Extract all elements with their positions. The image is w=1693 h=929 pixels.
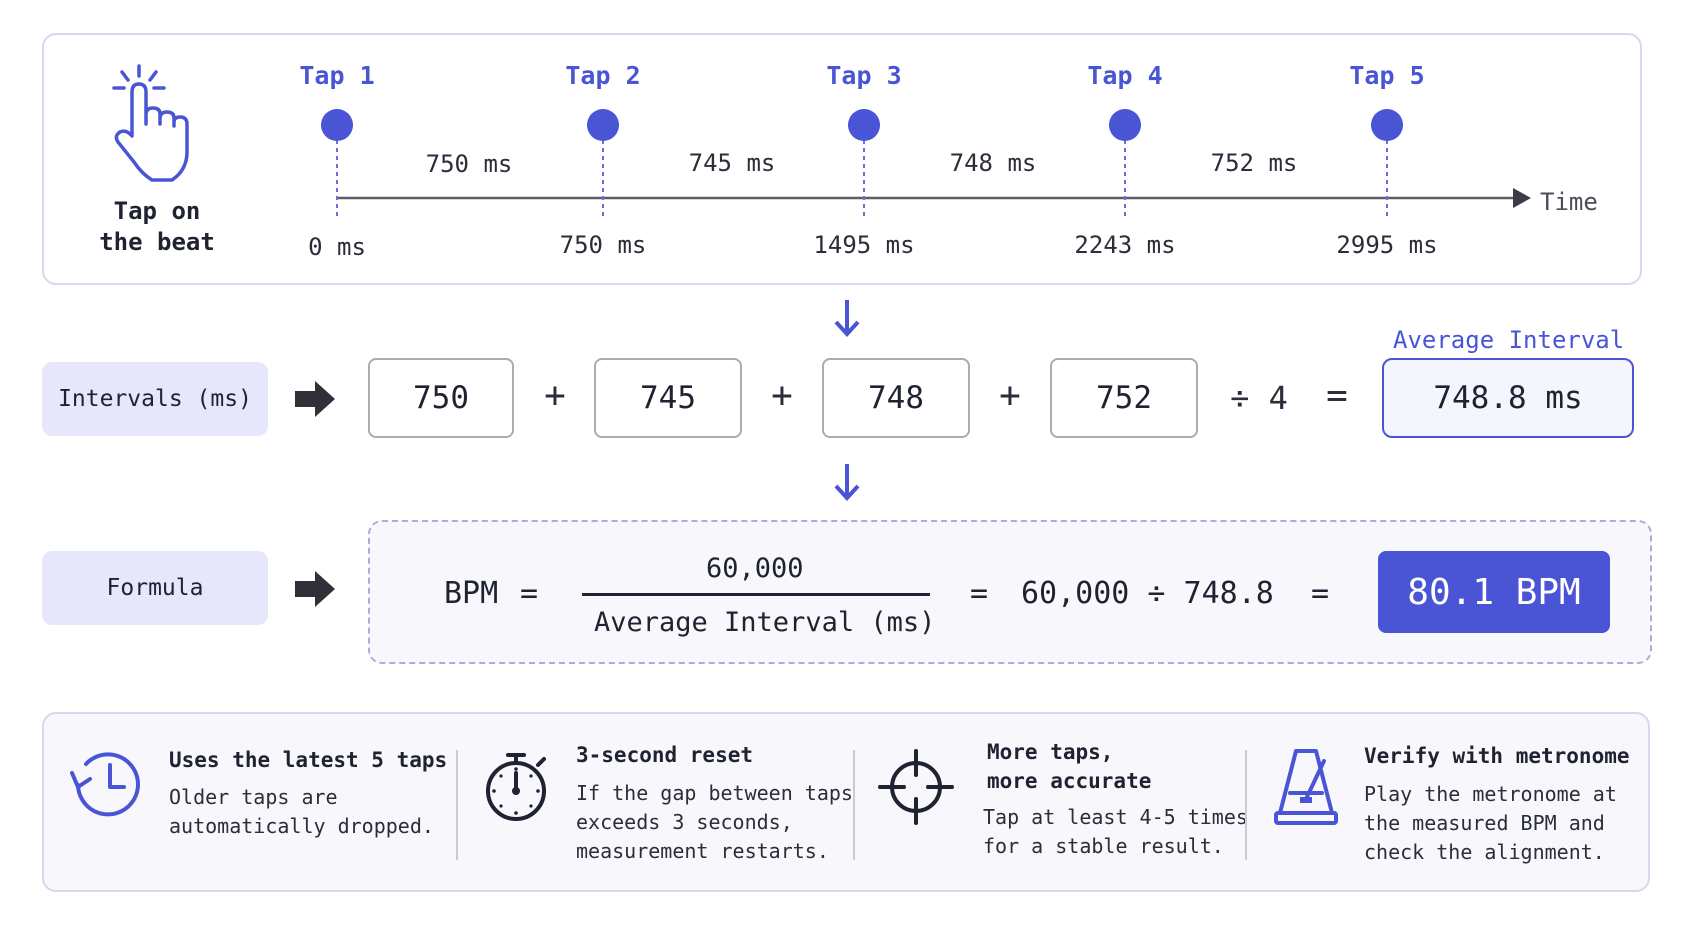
fraction-bar	[582, 593, 930, 596]
tip-body-4: Play the metronome at the measured BPM a…	[1364, 782, 1617, 864]
tip-body-3: Tap at least 4-5 times for a stable resu…	[983, 805, 1248, 858]
tap-marker-3	[848, 109, 880, 218]
time-label-4: 2243 ms	[1074, 231, 1176, 259]
tap-marker-4	[1109, 109, 1141, 218]
tip-title-2: 3-second reset	[576, 743, 754, 767]
interval-value-box-4: 752	[1050, 358, 1198, 438]
stopwatch-icon	[486, 753, 546, 821]
tap-title-1: Tap 1	[299, 61, 375, 90]
plus-operator: +	[771, 375, 793, 416]
average-interval-value: 748.8 ms	[1382, 358, 1634, 438]
equals-operator: =	[1326, 375, 1348, 416]
tip-divider	[853, 750, 855, 860]
intervals-row-label: Intervals (ms)	[42, 362, 268, 436]
interval-label-4: 752 ms	[1210, 149, 1298, 177]
interval-value-box-3: 748	[822, 358, 970, 438]
tip-body-1: Older taps are automatically dropped.	[169, 785, 434, 838]
tap-marker-5	[1371, 109, 1403, 218]
average-interval-title: Average Interval	[1393, 326, 1625, 354]
tap-marker-2	[587, 109, 619, 218]
formula-calculation: 60,000 ÷ 748.8	[1021, 576, 1274, 611]
tap-hand-icon	[112, 64, 189, 182]
tip-title-4: Verify with metronome	[1364, 744, 1630, 768]
time-label-3: 1495 ms	[813, 231, 915, 259]
bpm-result: 80.1 BPM	[1378, 551, 1610, 633]
formula-row-label: Formula	[42, 551, 268, 625]
timeline-axis	[321, 109, 1531, 218]
plus-operator: +	[999, 375, 1021, 416]
time-axis-label: Time	[1540, 188, 1598, 216]
time-label-5: 2995 ms	[1336, 231, 1438, 259]
timeline-arrowhead	[1513, 188, 1531, 208]
interval-value-box-2: 745	[594, 358, 742, 438]
tip-title-1: Uses the latest 5 taps	[169, 748, 448, 772]
time-label-1: 0 ms	[308, 233, 366, 261]
crosshair-icon	[878, 749, 954, 825]
interval-label-2: 745 ms	[688, 149, 776, 177]
equals-operator: =	[520, 576, 539, 611]
history-clock-icon	[70, 752, 140, 817]
down-arrow-icon	[834, 300, 860, 337]
plus-operator: +	[544, 375, 566, 416]
tap-title-2: Tap 2	[565, 61, 641, 90]
formula-denominator: Average Interval (ms)	[594, 607, 936, 638]
bpm-label: BPM	[444, 576, 499, 611]
tap-title-5: Tap 5	[1349, 61, 1425, 90]
interval-value-box-1: 750	[368, 358, 514, 438]
time-label-2: 750 ms	[559, 231, 647, 259]
tips-panel	[42, 712, 1650, 892]
tap-title-4: Tap 4	[1087, 61, 1163, 90]
tip-title-3: More taps, more accurate	[987, 740, 1152, 793]
formula-numerator: 60,000	[706, 553, 804, 584]
right-arrow-icon	[295, 571, 335, 607]
right-arrow-icon	[295, 381, 335, 417]
tip-divider	[456, 750, 458, 860]
timeline-panel	[42, 33, 1642, 285]
tap-title-3: Tap 3	[826, 61, 902, 90]
interval-label-3: 748 ms	[949, 149, 1037, 177]
equals-operator: =	[1311, 576, 1330, 611]
interval-label-1: 750 ms	[425, 150, 513, 178]
down-arrow-icon	[834, 464, 860, 501]
equals-operator: =	[970, 576, 989, 611]
tap-on-beat-label: Tap on the beat	[99, 197, 215, 256]
divide-operator: ÷ 4	[1230, 379, 1288, 417]
metronome-icon	[1274, 749, 1338, 825]
tip-divider	[1245, 750, 1247, 860]
tip-body-2: If the gap between taps exceeds 3 second…	[576, 781, 853, 863]
tap-marker-1	[321, 109, 353, 218]
